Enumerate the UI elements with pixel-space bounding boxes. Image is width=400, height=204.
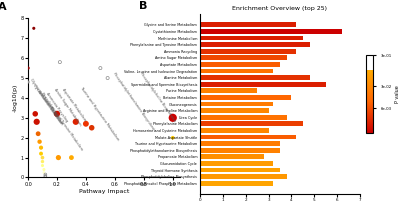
Text: Glycine and Serine Metabolism: Glycine and Serine Metabolism (30, 78, 64, 125)
Bar (200, 62, 280, 67)
Point (42, 174, 48, 177)
Point (32, 112, 38, 115)
Point (38, 146, 44, 149)
Bar (200, 121, 303, 126)
Point (25, 80, 31, 84)
Bar (200, 55, 287, 60)
Point (39, 160, 46, 163)
Point (38, 152, 44, 155)
Point (170, 136, 176, 139)
Title: Enrichment Overview (top 25): Enrichment Overview (top 25) (232, 6, 328, 11)
Bar (200, 181, 273, 186)
Bar (200, 29, 342, 34)
Bar (200, 115, 287, 120)
Text: Phosphatidylethanolamine Biosynthesis: Phosphatidylethanolamine Biosynthesis (112, 72, 156, 132)
Point (54, 112, 60, 115)
Point (68, 156, 75, 159)
Point (41, 171, 47, 174)
Bar (200, 174, 287, 179)
Bar (200, 89, 257, 93)
Bar (200, 75, 310, 80)
Text: Phenylalanine and Tyrosine Metabolism: Phenylalanine and Tyrosine Metabolism (40, 92, 84, 151)
Point (34, 120, 40, 123)
Bar (200, 161, 273, 166)
Point (42, 173, 48, 176)
Text: Aspartate Metabolism: Aspartate Metabolism (61, 88, 87, 122)
Point (30, 27, 37, 30)
Point (35, 132, 41, 135)
Text: Ammonia Recycling: Ammonia Recycling (45, 92, 69, 123)
Bar (200, 141, 280, 146)
Text: Phosphatidylcholine Biosynthesis: Phosphatidylcholine Biosynthesis (140, 72, 177, 123)
Point (97, 67, 104, 70)
Text: A: A (0, 2, 6, 12)
Bar (200, 128, 268, 133)
Point (39, 164, 46, 167)
Point (25, 67, 31, 70)
Y-axis label: -log10(p): -log10(p) (13, 84, 18, 112)
Bar (200, 36, 303, 40)
Point (55, 156, 62, 159)
X-axis label: Pathway Impact: Pathway Impact (79, 190, 129, 194)
Text: Taurine and Hypotaurine Metabolism: Taurine and Hypotaurine Metabolism (79, 86, 120, 142)
Point (39, 156, 46, 159)
Bar (200, 82, 326, 87)
Point (42, 175, 48, 178)
Point (83, 122, 89, 125)
Bar (200, 42, 310, 47)
Bar (200, 69, 273, 73)
Point (88, 126, 95, 129)
Bar (200, 154, 264, 159)
Bar (200, 95, 292, 100)
Bar (200, 49, 296, 54)
Bar (200, 102, 273, 106)
Bar (200, 168, 280, 172)
Point (170, 116, 176, 120)
Point (57, 60, 63, 64)
Point (41, 168, 47, 171)
Bar (200, 135, 296, 139)
Point (104, 76, 111, 80)
Point (72, 120, 79, 123)
Bar (200, 108, 268, 113)
Bar (200, 22, 296, 27)
Text: Cystathionine Metabolism: Cystathionine Metabolism (32, 84, 62, 124)
Y-axis label: P value: P value (395, 85, 400, 103)
Text: Amino Sugar Metabolism: Amino Sugar Metabolism (53, 88, 82, 126)
Point (36, 140, 43, 143)
Text: B: B (139, 1, 148, 11)
Bar (200, 148, 280, 153)
Text: Methionine Metabolism: Methionine Metabolism (36, 90, 63, 126)
